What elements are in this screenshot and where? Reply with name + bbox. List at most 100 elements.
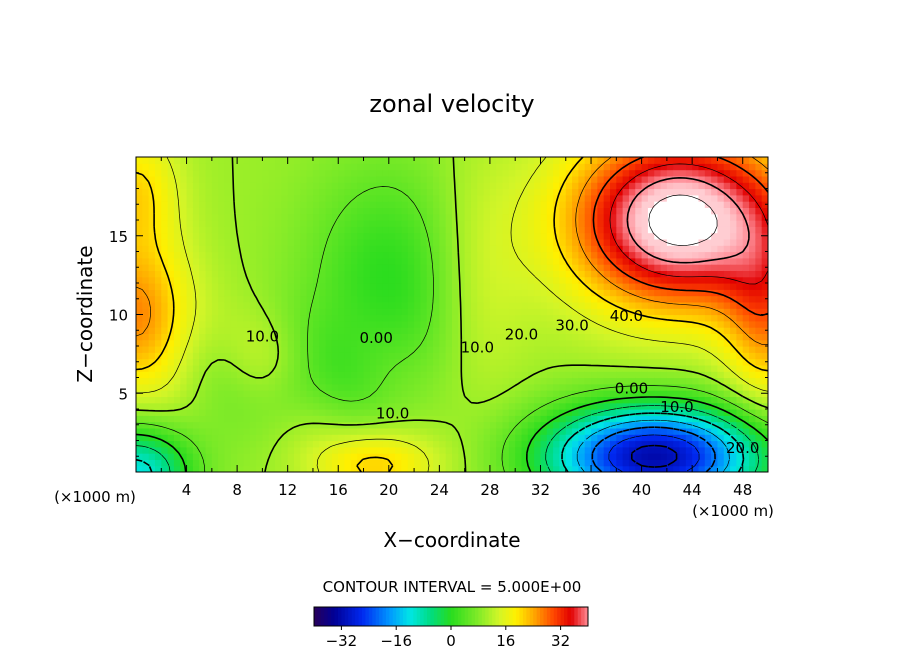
field-cell [502, 453, 510, 460]
field-cell [154, 226, 162, 234]
field-cell [148, 194, 156, 202]
field-cell [679, 415, 687, 423]
field-cell [647, 194, 655, 202]
field-cell [647, 289, 655, 297]
field-cell [685, 289, 693, 297]
field-cell [395, 283, 403, 290]
field-cell [515, 415, 523, 423]
field-cell [439, 220, 447, 227]
field-cell [180, 314, 188, 322]
field-cell [136, 339, 143, 347]
field-cell [496, 188, 504, 196]
field-cell [723, 371, 731, 379]
field-cell [224, 207, 232, 215]
field-cell [515, 409, 523, 416]
field-cell [350, 157, 358, 164]
field-cell [470, 220, 478, 227]
field-cell [395, 245, 403, 253]
field-cell [622, 289, 630, 297]
field-cell [407, 226, 415, 234]
field-cell [736, 314, 744, 322]
field-cell [641, 346, 649, 353]
field-cell [452, 320, 459, 328]
field-cell [192, 327, 200, 334]
field-cell [426, 358, 434, 366]
field-cell [654, 409, 662, 416]
field-cell [426, 383, 434, 391]
field-cell [692, 383, 700, 391]
field-cell [388, 415, 396, 423]
field-cell [610, 238, 617, 246]
field-cell [262, 257, 270, 265]
field-cell [294, 220, 301, 227]
field-cell [407, 358, 415, 366]
field-cell [515, 421, 523, 429]
field-cell [136, 453, 143, 460]
field-cell [300, 289, 308, 297]
field-cell [616, 238, 624, 246]
field-cell [616, 440, 624, 448]
field-cell [610, 175, 617, 183]
field-cell [704, 201, 712, 208]
field-cell [287, 409, 295, 416]
field-cell [382, 182, 390, 190]
field-cell [433, 364, 440, 372]
field-cell [565, 194, 573, 202]
field-cell [489, 314, 497, 322]
field-cell [742, 446, 750, 454]
field-cell [211, 415, 219, 423]
field-cell [369, 421, 377, 429]
field-cell [660, 213, 668, 221]
field-cell [546, 245, 554, 253]
field-cell [376, 220, 384, 227]
field-cell [350, 352, 358, 360]
field-cell [597, 182, 605, 190]
field-cell [395, 220, 403, 227]
field-cell [477, 182, 485, 190]
field-cell [433, 371, 440, 379]
field-cell [433, 213, 440, 221]
field-cell [584, 364, 592, 372]
field-cell [407, 270, 415, 278]
field-cell [742, 346, 750, 353]
field-cell [521, 327, 529, 334]
field-cell [344, 440, 352, 448]
field-cell [628, 358, 636, 366]
field-cell [407, 257, 415, 265]
field-cell [496, 396, 504, 404]
field-cell [489, 301, 497, 309]
field-cell [433, 327, 440, 334]
field-cell [420, 194, 428, 202]
field-cell [730, 459, 737, 467]
field-cell [572, 377, 579, 385]
field-cell [136, 289, 143, 297]
field-cell [685, 169, 693, 177]
field-cell [483, 308, 491, 316]
field-cell [723, 320, 731, 328]
field-cell [294, 415, 301, 423]
field-cell [704, 327, 712, 334]
field-cell [553, 301, 561, 309]
field-cell [325, 157, 333, 164]
field-cell [268, 434, 276, 442]
field-cell [591, 415, 598, 423]
field-cell [300, 352, 308, 360]
field-cell [489, 446, 497, 454]
field-cell [723, 427, 731, 435]
field-cell [243, 163, 251, 171]
field-cell [180, 276, 188, 284]
field-cell [211, 251, 219, 259]
field-cell [388, 163, 396, 171]
field-cell [154, 396, 162, 404]
field-cell [319, 157, 327, 164]
field-cell [553, 446, 561, 454]
field-cell [237, 346, 245, 353]
field-cell [433, 295, 440, 303]
field-cell [527, 232, 535, 240]
field-cell [395, 333, 403, 341]
field-cell [622, 358, 630, 366]
field-cell [445, 238, 453, 246]
field-cell [395, 396, 403, 404]
field-cell [338, 188, 346, 196]
field-cell [679, 465, 687, 472]
